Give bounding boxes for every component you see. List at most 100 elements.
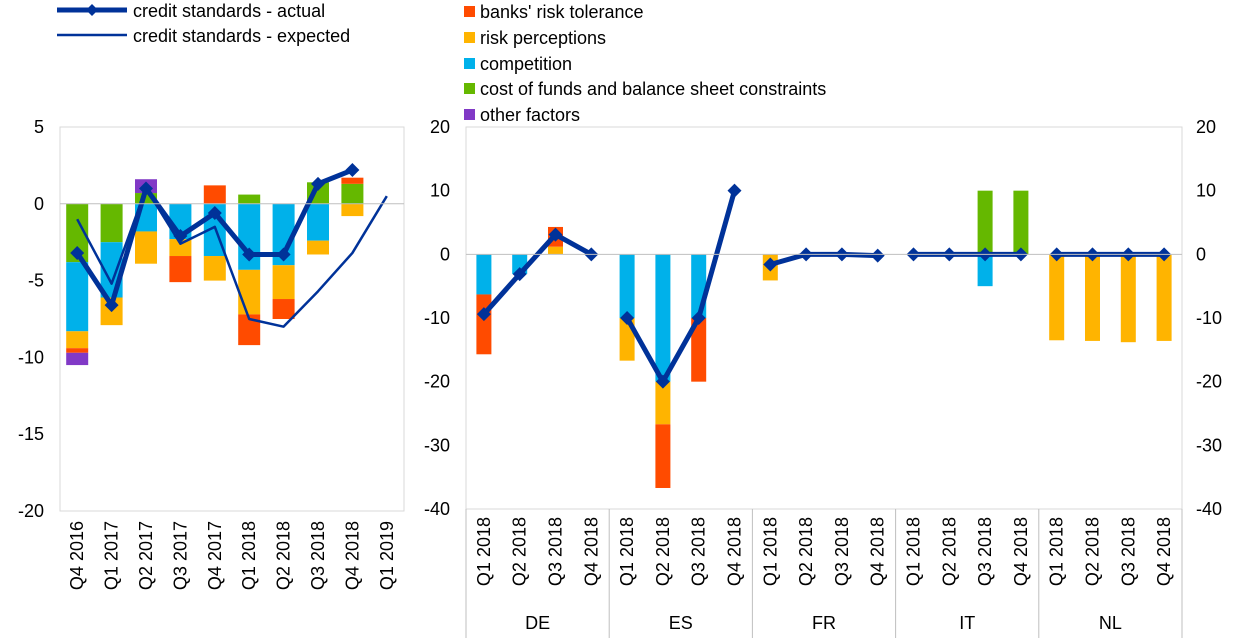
country-group-label: DE <box>525 613 550 633</box>
right-y-tick-label-left: -40 <box>424 499 450 519</box>
right-x-tick-label: Q4 2018 <box>725 517 745 586</box>
bar-competition <box>476 254 492 295</box>
bar-risk-perceptions <box>203 256 226 281</box>
right-actual-marker <box>727 183 742 198</box>
bar-banks-risk-tolerance <box>66 348 89 353</box>
left-actual-marker <box>104 298 119 313</box>
right-x-tick-label: Q1 2018 <box>617 517 637 586</box>
right-x-tick-label: Q3 2018 <box>1118 517 1138 586</box>
bar-risk-perceptions <box>272 265 295 300</box>
bar-cost-of-funds <box>66 203 89 263</box>
bar-competition <box>619 254 635 318</box>
bar-risk-perceptions <box>1120 254 1136 343</box>
left-plot-area <box>59 126 405 512</box>
right-actual-marker <box>476 307 491 322</box>
right-line-actual-fr <box>769 251 878 267</box>
right-x-tick-label: Q3 2018 <box>546 517 566 586</box>
bar-banks-risk-tolerance <box>655 424 671 488</box>
left-actual-marker <box>207 206 222 221</box>
left-y-axis: 5 0 -5 -10 -15 -20 <box>18 117 44 521</box>
right-y-axis-left: 20 10 0 -10 -20 -30 -40 <box>424 117 450 519</box>
right-y-axis-right: 20 10 0 -10 -20 -30 -40 <box>1196 117 1222 519</box>
legend-item-cost-of-funds: cost of funds and balance sheet constrai… <box>464 79 826 99</box>
right-lines <box>476 183 1172 389</box>
legend-risk-perceptions-swatch <box>464 32 475 43</box>
left-lines <box>70 163 388 328</box>
bar-risk-perceptions <box>341 203 364 217</box>
left-x-tick-label: Q4 2016 <box>67 521 87 590</box>
left-y-tick-label: 5 <box>34 117 44 137</box>
right-y-tick-label-left: 10 <box>430 181 450 201</box>
left-actual-marker <box>70 245 85 260</box>
right-y-tick-label-right: 20 <box>1196 117 1216 137</box>
right-actual-marker <box>655 374 670 389</box>
bar-other-factors <box>66 352 89 366</box>
right-chart: 20 10 0 -10 -20 -30 -40 20 10 0 -10 -20 -30 -40 Q1 2… <box>424 117 1222 638</box>
bar-competition <box>655 254 671 382</box>
left-y-tick-label: -20 <box>18 501 44 521</box>
bar-banks-risk-tolerance <box>476 294 492 355</box>
right-x-tick-label: Q4 2018 <box>868 517 888 586</box>
legend-item-banks-risk-tolerance: banks' risk tolerance <box>464 2 644 22</box>
bar-banks-risk-tolerance <box>691 318 707 382</box>
country-group-label: NL <box>1099 613 1122 633</box>
right-y-tick-label-right: -20 <box>1196 372 1222 392</box>
right-y-tick-label-left: 20 <box>430 117 450 137</box>
right-x-tick-label: Q4 2018 <box>1011 517 1031 586</box>
legend-cost-of-funds-swatch <box>464 83 475 94</box>
bar-competition <box>272 203 295 266</box>
legend-expected-label: credit standards - expected <box>133 26 350 46</box>
right-x-axis: Q1 2018 Q2 2018 Q3 2018 Q4 2018 DE Q1 2018 Q2 … <box>465 253 1183 638</box>
right-x-tick-label: Q2 2018 <box>653 517 673 586</box>
right-x-tick-label: Q3 2018 <box>832 517 852 586</box>
legend-item-competition: competition <box>464 54 572 74</box>
left-actual-marker <box>311 176 325 191</box>
bar-risk-perceptions <box>655 381 671 425</box>
legend-item-actual: credit standards - actual <box>57 1 325 21</box>
left-x-tick-label: Q4 2017 <box>205 521 225 590</box>
right-actual-marker <box>512 267 527 282</box>
left-x-tick-label: Q1 2018 <box>239 521 259 590</box>
right-y-tick-label-right: -40 <box>1196 499 1222 519</box>
legend-competition-swatch <box>464 58 475 69</box>
left-x-tick-label: Q4 2018 <box>342 521 362 590</box>
right-y-tick-label-left: -30 <box>424 435 450 455</box>
right-x-tick-label: Q2 2018 <box>796 517 816 586</box>
left-x-tick-label: Q2 2017 <box>136 521 156 590</box>
right-x-tick-label: Q1 2018 <box>904 517 924 586</box>
legend-item-risk-perceptions: risk perceptions <box>464 28 606 48</box>
bar-cost-of-funds <box>135 193 157 204</box>
right-actual-marker <box>870 248 885 263</box>
bar-cost-of-funds <box>238 194 261 204</box>
bar-risk-perceptions <box>1049 254 1065 341</box>
left-x-axis: Q4 2016 Q1 2017 Q2 2017 Q3 2017 Q4 2017 Q1 20… <box>60 203 404 590</box>
left-chart: 5 0 -5 -10 -15 -20 Q4 2016 Q1 2017 Q2 2017 Q3 20… <box>18 117 405 590</box>
left-x-tick-label: Q1 2019 <box>377 521 397 590</box>
bar-competition <box>307 203 329 241</box>
right-plot-area <box>465 126 1183 510</box>
legend-actual-marker <box>86 4 98 16</box>
bar-banks-risk-tolerance <box>238 314 261 346</box>
left-actual-marker <box>242 247 257 262</box>
bar-banks-risk-tolerance <box>341 177 364 184</box>
right-x-tick-label: Q2 2018 <box>1083 517 1103 586</box>
right-x-tick-label: Q3 2018 <box>975 517 995 586</box>
right-x-tick-label: Q2 2018 <box>939 517 959 586</box>
bar-competition <box>66 262 89 332</box>
right-line-actual-es <box>624 189 737 385</box>
right-x-tick-label: Q3 2018 <box>689 517 709 586</box>
bar-banks-risk-tolerance <box>203 185 226 204</box>
left-x-tick-label: Q3 2018 <box>308 521 328 590</box>
legend-other-factors-label: other factors <box>480 105 580 125</box>
left-y-tick-label: -10 <box>18 347 44 367</box>
bar-risk-perceptions <box>1085 254 1100 341</box>
bar-risk-perceptions <box>548 246 563 255</box>
left-actual-marker <box>345 163 360 178</box>
legend-item-expected: credit standards - expected <box>57 26 350 46</box>
left-x-tick-label: Q1 2017 <box>102 521 122 590</box>
right-y-tick-label-left: -10 <box>424 308 450 328</box>
left-line-expected <box>76 187 388 328</box>
bar-banks-risk-tolerance <box>169 256 192 283</box>
right-y-tick-label-left: -20 <box>424 372 450 392</box>
